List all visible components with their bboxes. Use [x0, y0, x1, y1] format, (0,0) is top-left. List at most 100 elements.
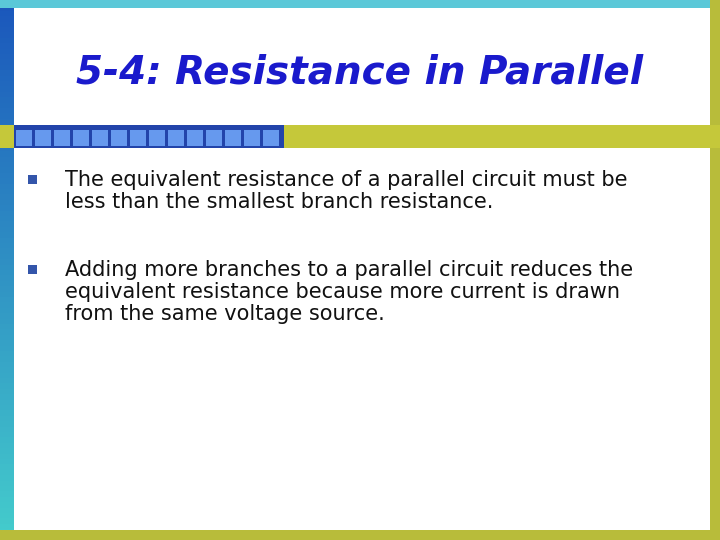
Bar	[0, 86, 14, 92]
Bar	[16, 130, 32, 146]
Bar	[0, 372, 14, 378]
Bar	[0, 129, 14, 135]
Bar	[0, 329, 14, 335]
Bar	[0, 383, 14, 389]
Bar	[0, 26, 14, 32]
Bar	[0, 502, 14, 508]
Bar	[0, 491, 14, 497]
Bar	[0, 80, 14, 86]
Bar	[0, 437, 14, 443]
Bar	[0, 21, 14, 27]
Bar	[0, 286, 14, 292]
Bar	[0, 313, 14, 319]
Bar	[0, 534, 14, 540]
Bar	[0, 345, 14, 351]
Bar	[0, 75, 14, 81]
Bar	[0, 64, 14, 70]
Bar	[0, 16, 14, 22]
Bar	[0, 259, 14, 265]
Bar	[0, 0, 720, 8]
Bar	[0, 334, 14, 340]
Bar	[0, 172, 14, 178]
Bar	[0, 161, 14, 167]
Bar	[0, 10, 14, 16]
Bar	[206, 130, 222, 146]
Bar	[111, 130, 127, 146]
Bar	[0, 124, 14, 130]
Bar	[35, 130, 51, 146]
Bar	[0, 431, 14, 437]
Bar	[0, 340, 14, 346]
Bar	[263, 130, 279, 146]
Bar	[187, 130, 203, 146]
Text: less than the smallest branch resistance.: less than the smallest branch resistance…	[65, 192, 493, 212]
Bar	[54, 130, 70, 146]
Bar	[0, 399, 14, 405]
Bar	[0, 323, 14, 329]
Bar	[0, 464, 14, 470]
Bar	[0, 242, 14, 248]
Bar	[0, 226, 14, 232]
Bar	[130, 130, 146, 146]
Bar	[0, 248, 14, 254]
Bar	[0, 156, 14, 162]
Bar	[244, 130, 260, 146]
Bar	[0, 253, 14, 259]
Bar	[0, 512, 14, 518]
Bar	[0, 205, 14, 211]
Bar	[0, 215, 14, 221]
Bar	[0, 167, 14, 173]
Bar	[0, 113, 14, 119]
Bar	[0, 151, 14, 157]
Bar	[0, 530, 720, 540]
Bar	[28, 175, 37, 184]
Bar	[0, 0, 14, 5]
Bar	[0, 426, 14, 432]
Bar	[0, 296, 14, 302]
Bar	[0, 496, 14, 502]
Bar	[0, 53, 14, 59]
Text: equivalent resistance because more current is drawn: equivalent resistance because more curre…	[65, 282, 620, 302]
Bar	[0, 318, 14, 324]
Bar	[0, 307, 14, 313]
Bar	[0, 5, 14, 11]
Bar	[0, 199, 14, 205]
Bar	[0, 59, 14, 65]
Bar	[0, 302, 14, 308]
Bar	[0, 518, 14, 524]
Bar	[0, 188, 14, 194]
Bar	[0, 43, 14, 49]
Bar	[0, 410, 14, 416]
Bar	[0, 394, 14, 400]
Text: 5-4: Resistance in Parallel: 5-4: Resistance in Parallel	[76, 53, 644, 91]
Bar	[0, 453, 14, 459]
Bar	[73, 130, 89, 146]
Bar	[28, 265, 37, 274]
Bar	[0, 421, 14, 427]
Bar	[0, 183, 14, 189]
Bar	[0, 485, 14, 491]
Bar	[0, 350, 14, 356]
Text: from the same voltage source.: from the same voltage source.	[65, 304, 384, 324]
Bar	[168, 130, 184, 146]
Bar	[0, 107, 14, 113]
Text: The equivalent resistance of a parallel circuit must be: The equivalent resistance of a parallel …	[65, 170, 628, 190]
Bar	[0, 237, 14, 243]
Bar	[0, 458, 14, 464]
Bar	[0, 275, 14, 281]
Bar	[0, 232, 14, 238]
Bar	[149, 130, 165, 146]
Bar	[0, 280, 14, 286]
Bar	[0, 48, 14, 54]
Bar	[0, 70, 14, 76]
Bar	[0, 361, 14, 367]
Bar	[225, 130, 241, 146]
Bar	[14, 125, 284, 148]
Bar	[0, 523, 14, 529]
Bar	[0, 415, 14, 421]
Bar	[0, 134, 14, 140]
Bar	[0, 475, 14, 481]
Bar	[0, 529, 14, 535]
Bar	[0, 291, 14, 297]
Bar	[0, 102, 14, 108]
